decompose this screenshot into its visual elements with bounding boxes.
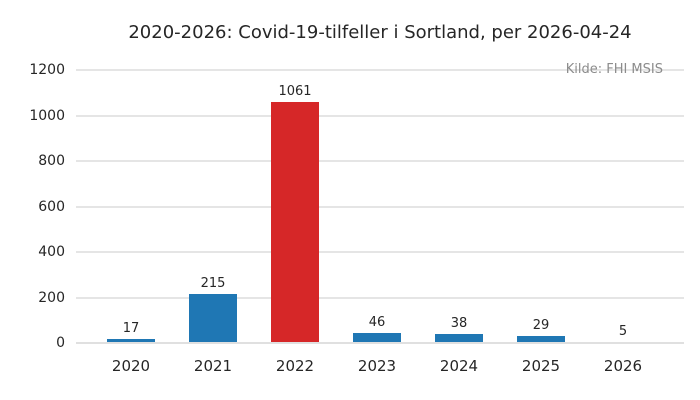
bar-2021: [189, 294, 237, 343]
bar-value-label: 5: [618, 324, 628, 339]
bar-value-label: 29: [532, 318, 550, 333]
bar-value-label: 215: [200, 276, 226, 291]
x-tick-label: 2020: [111, 357, 151, 375]
y-gridline: [76, 69, 684, 71]
y-gridline: [76, 114, 684, 117]
bar-2023: [353, 333, 401, 343]
x-tick-label: 2025: [521, 357, 561, 375]
bar-value-label: 38: [450, 316, 468, 331]
y-gridline: [76, 160, 684, 162]
x-tick-label: 2022: [275, 357, 315, 375]
bar-2025: [517, 336, 565, 343]
bar-value-label: 17: [122, 321, 140, 336]
x-axis-baseline: [76, 342, 684, 344]
x-tick-label: 2023: [357, 357, 397, 375]
x-tick-label: 2021: [193, 357, 233, 375]
y-tick-label: 1200: [29, 62, 65, 78]
y-gridline: [76, 296, 684, 299]
y-tick-label: 600: [38, 198, 65, 215]
x-tick-label: 2026: [603, 357, 643, 375]
y-tick-label: 0: [56, 335, 65, 351]
y-gridline: [76, 251, 684, 253]
y-tick-label: 800: [38, 153, 65, 169]
bar-value-label: 46: [368, 315, 386, 330]
x-tick-label: 2024: [439, 357, 479, 375]
y-tick-label: 400: [38, 244, 65, 260]
source-annotation: Kilde: FHI MSIS: [565, 62, 663, 77]
chart-title: 2020-2026: Covid-19-tilfeller i Sortland…: [128, 22, 632, 43]
y-tick-label: 200: [38, 289, 65, 306]
y-tick-label: 1000: [29, 107, 65, 124]
bar-2020: [107, 339, 155, 343]
y-gridline: [76, 205, 684, 208]
bar-value-label: 1061: [278, 84, 312, 99]
bar-2024: [435, 334, 483, 343]
bar-2022: [271, 102, 319, 343]
